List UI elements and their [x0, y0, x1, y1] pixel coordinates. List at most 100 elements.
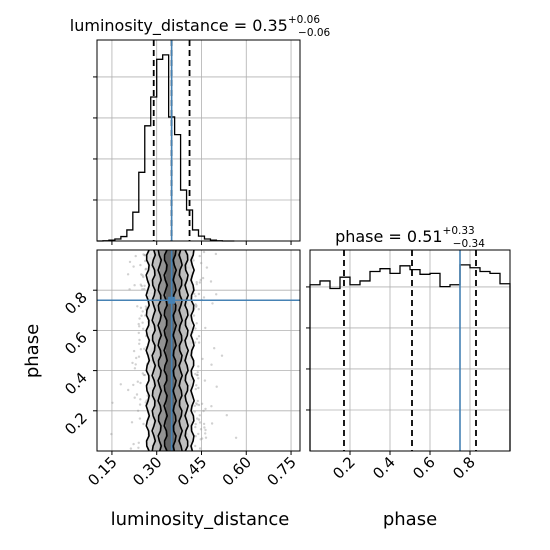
contour-1-left: [157, 249, 163, 452]
scatter-point: [129, 447, 133, 450]
scatter-point: [131, 361, 134, 365]
ld-xtick-label-3: 0.60: [219, 453, 255, 489]
scatter-point: [144, 268, 147, 271]
scatter-point: [135, 356, 138, 360]
scatter-point: [192, 314, 196, 317]
contour-2-left: [151, 249, 157, 452]
phase-ytick-label-3: 0.8: [61, 288, 91, 318]
scatter-point: [144, 267, 148, 270]
contour-3-left: [145, 249, 151, 452]
scatter-point: [132, 265, 135, 268]
scatter-point: [139, 263, 142, 267]
scatter-point: [136, 409, 140, 412]
scatter-point: [204, 432, 207, 435]
scatter-point: [203, 379, 207, 382]
phase-yticks: 0.2 0.4 0.6 0.8: [61, 288, 97, 438]
scatter-point: [197, 418, 201, 421]
scatter-point: [200, 437, 204, 440]
scatter-point: [195, 281, 198, 284]
scatter-point: [202, 250, 206, 254]
scatter-point: [132, 442, 135, 446]
scatter-point: [194, 372, 197, 376]
scatter-point: [194, 435, 197, 438]
scatter-point: [209, 280, 213, 283]
scatter-point: [215, 293, 218, 296]
scatter-point: [140, 284, 143, 288]
scatter-point: [142, 327, 145, 330]
scatter-point: [141, 372, 144, 375]
scatter-point: [198, 281, 202, 284]
scatter-point: [141, 288, 144, 291]
contour-2-right: [184, 249, 190, 452]
scatter-point: [133, 367, 137, 370]
scatter-point: [132, 383, 135, 387]
scatter-point: [130, 421, 134, 424]
scatter-point: [142, 253, 145, 256]
scatter-point: [192, 259, 195, 262]
scatter-point: [144, 259, 147, 263]
scatter-point: [140, 273, 143, 276]
scatter-point: [195, 337, 199, 340]
scatter-point: [220, 354, 224, 357]
scatter-point: [110, 432, 113, 436]
scatter-point: [211, 302, 214, 305]
scatter-point: [138, 342, 141, 345]
phase-xtick-label-0: 0.2: [329, 453, 359, 483]
scatter-point: [194, 327, 197, 330]
scatter-point: [199, 438, 202, 441]
scatter-point: [196, 417, 199, 420]
scatter-point: [137, 355, 141, 358]
scatter-point: [143, 347, 146, 350]
scatter-point: [137, 322, 140, 326]
truth-point-marker: [168, 296, 176, 304]
scatter-point: [197, 365, 200, 368]
phase-ytick-label-2: 0.6: [61, 329, 91, 359]
scatter-point: [196, 399, 199, 403]
scatter-point: [194, 295, 197, 298]
scatter-point: [205, 266, 209, 269]
scatter-point: [139, 398, 142, 401]
scatter-point: [193, 404, 197, 407]
scatter-point: [133, 284, 136, 287]
ld-xtick-label-4: 0.75: [264, 453, 300, 489]
scatter-point: [193, 292, 196, 296]
scatter-point: [199, 428, 203, 431]
phase-ylabel: phase: [22, 324, 43, 378]
scatter-point: [197, 335, 201, 338]
scatter-point: [195, 322, 198, 325]
luminosity-distance-xticks: 0.15 0.30 0.45 0.60 0.75: [84, 451, 300, 489]
scatter-point: [143, 254, 147, 257]
scatter-point: [195, 373, 199, 377]
scatter-point: [194, 444, 197, 448]
scatter-point: [198, 254, 201, 258]
phase-title: phase = 0.51+0.33 −0.34: [335, 225, 485, 250]
phase-xtick-label-1: 0.4: [369, 453, 399, 483]
scatter-point: [203, 426, 206, 429]
scatter-point: [193, 341, 197, 344]
scatter-point: [201, 276, 205, 280]
scatter-point: [195, 402, 198, 405]
luminosity-distance-title: luminosity_distance = 0.35+0.06 −0.06: [70, 14, 331, 39]
scatter-point: [202, 422, 206, 426]
scatter-point: [199, 278, 202, 282]
phase-xtick-label-3: 0.8: [449, 453, 479, 483]
scatter-point: [195, 283, 198, 286]
luminosity-distance-histogram-yticks: [93, 76, 97, 201]
scatter-point: [136, 305, 139, 308]
scatter-point: [138, 403, 142, 406]
scatter-point: [137, 331, 140, 335]
scatter-point: [133, 396, 136, 399]
scatter-point: [194, 305, 198, 308]
phase-ytick-label-1: 0.4: [61, 369, 91, 399]
scatter-point: [204, 407, 207, 411]
scatter-point: [201, 357, 204, 361]
phase-histogram-panel: 0.2 0.4 0.6 0.8 phase = 0.51+0.33 −0.34 phas…: [306, 225, 511, 530]
scatter-point: [193, 410, 196, 413]
phase-xlabel: phase: [383, 509, 437, 530]
scatter-point: [144, 305, 148, 308]
scatter-point: [139, 306, 143, 309]
phase-xtick-label-2: 0.6: [409, 453, 439, 483]
scatter-point: [204, 428, 207, 432]
scatter-point: [139, 283, 142, 286]
scatter-point: [127, 388, 130, 392]
